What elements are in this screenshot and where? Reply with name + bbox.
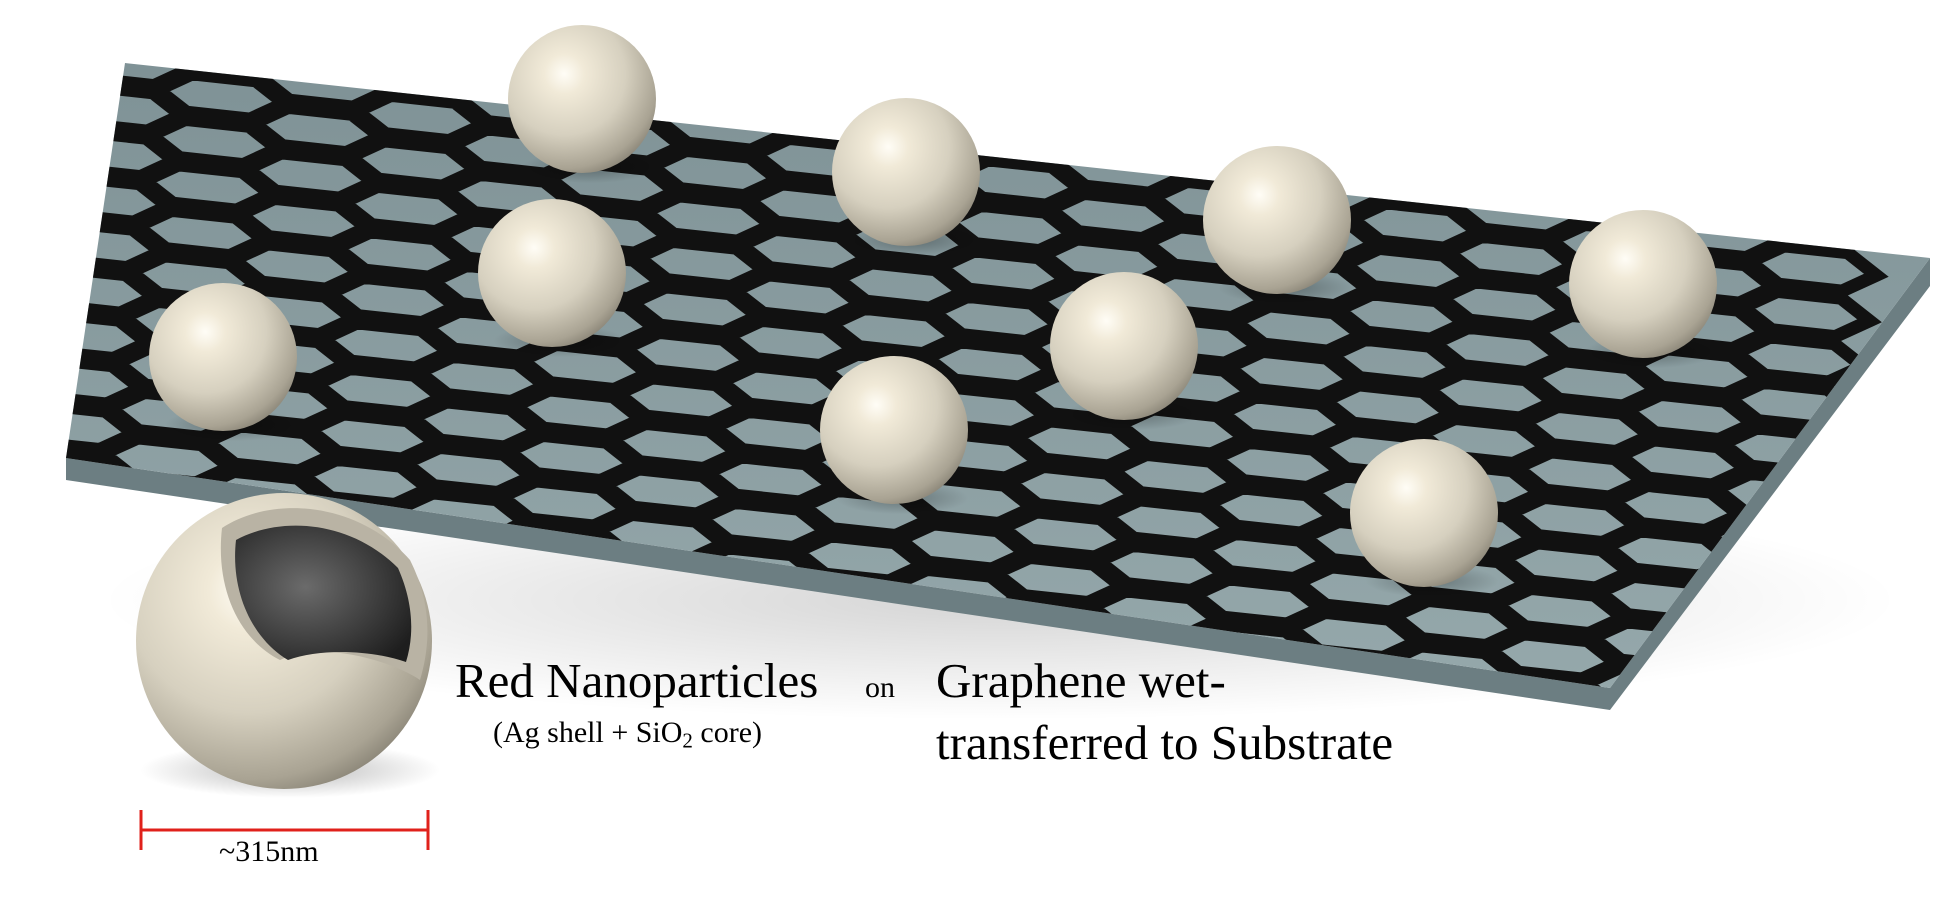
composition-subscript: 2 [682,728,693,753]
nanoparticle [832,98,980,246]
on-label: on [865,671,895,704]
nanoparticle [149,283,297,431]
composition-suffix: core) [692,716,763,749]
composition-prefix: (Ag shell + SiO [493,716,683,749]
nanoparticle [1350,439,1498,587]
nanoparticle [820,356,968,504]
nanoparticle [1203,146,1351,294]
nanoparticle [508,25,656,173]
nanoparticle [1050,272,1198,420]
scale-bar [139,810,430,850]
silica-core [235,525,412,662]
cutaway-nanoparticle [136,493,440,798]
nanoparticle [1569,210,1717,358]
substrate-label-line1: Graphene wet- [936,653,1226,708]
nanoparticle [478,199,626,347]
nanoparticle-label: Red Nanoparticles [455,653,819,708]
scale-label: ~315nm [219,835,319,868]
nanoparticle-group [149,25,1718,598]
composition-label: (Ag shell + SiO2 core) [493,718,762,751]
substrate-label-line2: transferred to Substrate [936,715,1394,770]
